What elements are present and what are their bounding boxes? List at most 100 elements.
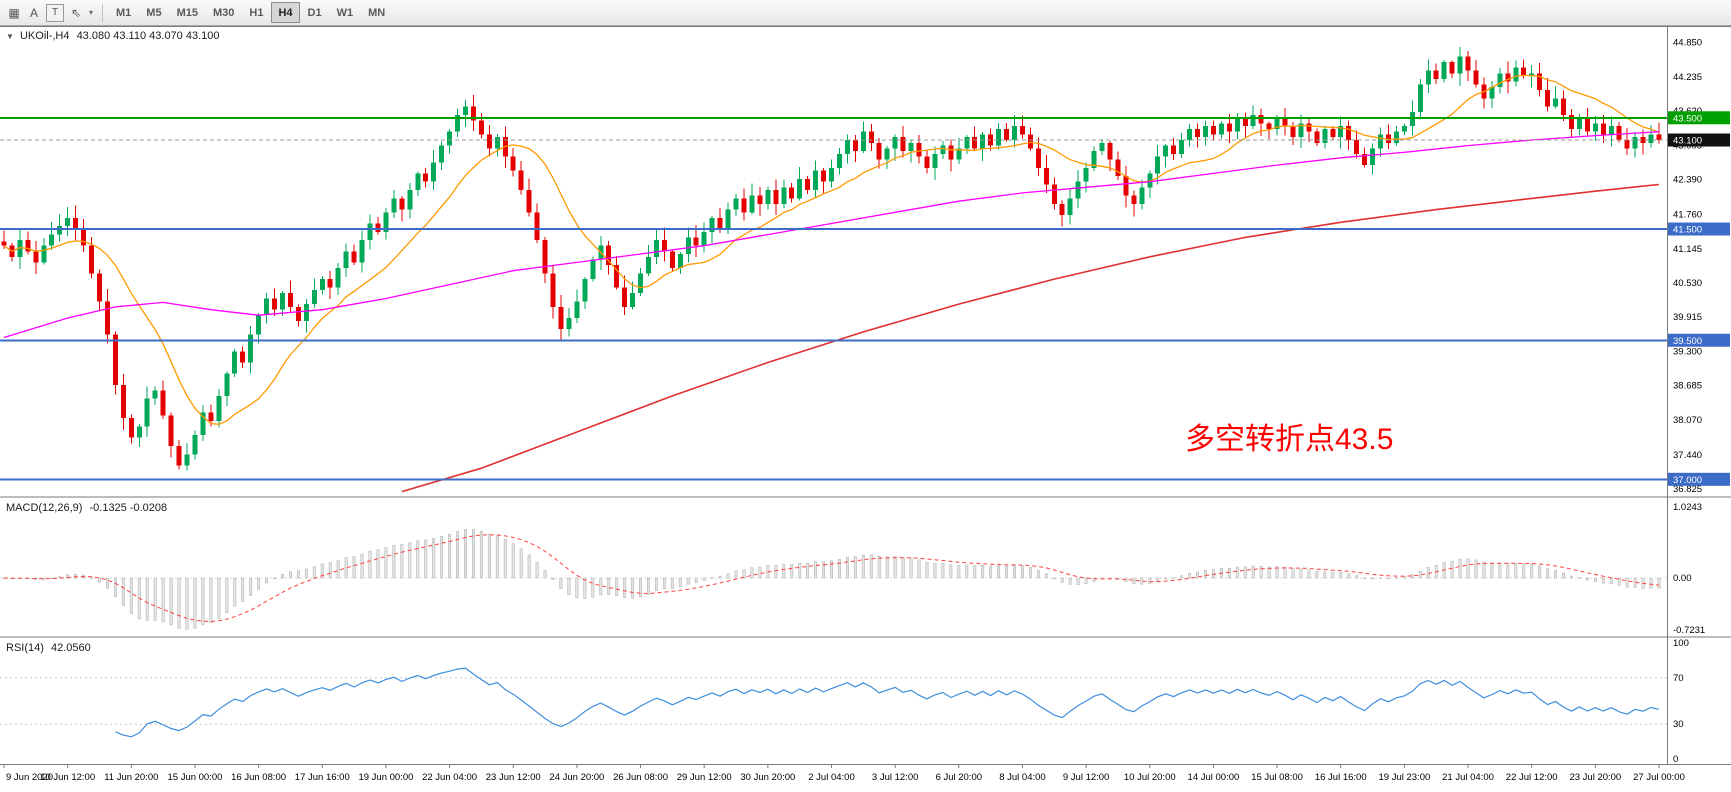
- chart-canvas[interactable]: 1.0243 0.00 -0.7231 100 70 30 0 44.850 44.235 43.…: [0, 26, 1731, 792]
- rsi-value: 42.0560: [50, 642, 91, 654]
- svg-text:37.000: 37.000: [1673, 475, 1702, 486]
- price-tag-41.500: [1668, 222, 1730, 236]
- rsi-title: RSI(14): [6, 642, 44, 654]
- timeframe-button-m15[interactable]: M15: [176, 6, 198, 19]
- price-tag-43.500: [1668, 111, 1730, 125]
- price-axis-layer: 44.85044.23543.62043.00542.39041.76041.1…: [1673, 38, 1702, 495]
- rsi-header: RSI(14) 42.0560: [6, 642, 91, 654]
- cursor-tool-icon[interactable]: ⇖: [70, 5, 82, 20]
- svg-text:39.500: 39.500: [1673, 336, 1702, 347]
- time-axis-label: 23 Jul 20:00: [1569, 772, 1621, 783]
- svg-text:43.500: 43.500: [1673, 113, 1702, 124]
- text-box-tool-icon[interactable]: T: [46, 3, 64, 22]
- ma-fast-line: [3, 74, 1660, 425]
- svg-text:39.915: 39.915: [1673, 312, 1702, 323]
- top-toolbar: ▦ A T ⇖ ▾ M1 M5 M15 M30 H1 H4 D1 W1 MN: [0, 0, 1731, 26]
- svg-text:38.070: 38.070: [1673, 415, 1702, 426]
- candles-layer: [1, 47, 1662, 471]
- time-axis-label: 16 Jul 16:00: [1315, 772, 1367, 783]
- time-axis-label: 16 Jun 08:00: [231, 772, 286, 783]
- time-axis-label: 11 Jun 20:00: [104, 772, 158, 783]
- timeframe-button-m30[interactable]: M30: [212, 6, 235, 19]
- collapse-triangle-icon[interactable]: ▼: [6, 32, 14, 41]
- time-axis-label: 21 Jul 04:00: [1442, 772, 1494, 783]
- svg-text:40.530: 40.530: [1673, 278, 1702, 289]
- time-axis-label: 9 Jul 12:00: [1063, 772, 1109, 783]
- time-axis-label: 24 Jun 20:00: [549, 772, 604, 783]
- svg-text:37.440: 37.440: [1673, 450, 1702, 461]
- timeframe-button-m5[interactable]: M5: [146, 6, 162, 19]
- time-axis-label: 27 Jul 00:00: [1633, 772, 1685, 783]
- current-price-tag: [1668, 133, 1730, 147]
- ma-slow-line: [401, 183, 1660, 493]
- time-axis-label: 19 Jun 00:00: [358, 772, 413, 783]
- ohlc-values: 43.080 43.110 43.070 43.100: [76, 30, 220, 42]
- rsi-panel-layer: 100 70 30 0: [0, 638, 1689, 765]
- dropdown-chevron-icon[interactable]: ▾: [88, 8, 93, 17]
- timeframe-button-mn[interactable]: MN: [368, 6, 386, 19]
- price-tags-layer: 43.500 41.500 39.500 37.000 43.100: [1668, 111, 1730, 486]
- timeframe-buttons-group: M1 M5 M15 M30 H1 H4 D1 W1 MN: [109, 2, 392, 23]
- svg-text:1.0243: 1.0243: [1673, 502, 1702, 513]
- time-axis-label: 10 Jun 12:00: [40, 772, 95, 783]
- time-axis-label: 15 Jun 00:00: [167, 772, 222, 783]
- svg-text:44.235: 44.235: [1673, 72, 1702, 83]
- svg-text:41.145: 41.145: [1673, 244, 1702, 255]
- macd-panel-layer: 1.0243 0.00 -0.7231: [0, 502, 1705, 636]
- svg-text:36.825: 36.825: [1673, 484, 1702, 495]
- time-axis-label: 3 Jul 12:00: [872, 772, 918, 783]
- time-axis-label: 29 Jun 12:00: [677, 772, 732, 783]
- macd-header: MACD(12,26,9) -0.1325 -0.0208: [6, 502, 167, 514]
- time-axis-label: 14 Jul 00:00: [1188, 772, 1240, 783]
- timeframe-button-m1[interactable]: M1: [116, 6, 132, 19]
- time-axis-label: 2 Jul 04:00: [808, 772, 854, 783]
- toolbar-icons-group: ▦ A T ⇖ ▾: [4, 3, 96, 23]
- svg-text:39.300: 39.300: [1673, 346, 1702, 357]
- time-axis-label: 23 Jun 12:00: [486, 772, 541, 783]
- chart-area[interactable]: 1.0243 0.00 -0.7231 100 70 30 0 44.850 44.235 43.…: [0, 26, 1731, 792]
- timeframe-button-h4[interactable]: H4: [271, 2, 300, 23]
- time-axis-label: 9 Jun 2020: [6, 772, 53, 783]
- timeframe-button-h1[interactable]: H1: [249, 6, 264, 19]
- time-axis-label: 15 Jul 08:00: [1251, 772, 1303, 783]
- time-axis-label: 8 Jul 04:00: [999, 772, 1045, 783]
- svg-text:38.685: 38.685: [1673, 381, 1702, 392]
- time-axis-label: 22 Jun 04:00: [422, 772, 477, 783]
- time-axis-label: 22 Jul 12:00: [1506, 772, 1558, 783]
- svg-text:41.500: 41.500: [1673, 225, 1702, 236]
- chart-symbol-header: ▼ UKOil-,H4 43.080 43.110 43.070 43.100: [6, 30, 220, 42]
- svg-text:70: 70: [1673, 673, 1684, 684]
- price-tag-37.000: [1668, 472, 1730, 486]
- symbol-period-label: UKOil-,H4: [19, 30, 70, 42]
- panel-borders: [0, 26, 1731, 764]
- time-axis-label: 10 Jul 20:00: [1124, 772, 1176, 783]
- svg-text:43.100: 43.100: [1673, 136, 1702, 147]
- time-axis-label: 19 Jul 23:00: [1379, 772, 1431, 783]
- time-axis-label: 26 Jun 08:00: [613, 772, 668, 783]
- macd-values: -0.1325 -0.0208: [89, 502, 168, 514]
- rsi-line: [115, 667, 1660, 738]
- macd-signal-line: [3, 534, 1660, 623]
- text-a-tool-icon[interactable]: A: [29, 5, 38, 20]
- svg-text:41.760: 41.760: [1673, 210, 1702, 221]
- price-tag-39.500: [1668, 333, 1730, 347]
- svg-text:30: 30: [1673, 719, 1684, 730]
- hlines-layer[interactable]: [0, 116, 1667, 481]
- timeframe-button-d1[interactable]: D1: [307, 6, 322, 19]
- svg-text:-0.7231: -0.7231: [1673, 625, 1705, 636]
- time-axis-label: 17 Jun 16:00: [295, 772, 350, 783]
- svg-text:100: 100: [1673, 638, 1689, 649]
- macd-title: MACD(12,26,9): [6, 502, 83, 514]
- svg-text:0.00: 0.00: [1673, 573, 1692, 584]
- tile-windows-icon[interactable]: ▦: [8, 5, 20, 20]
- toolbar-separator: [102, 3, 103, 22]
- time-axis-label: 6 Jul 20:00: [936, 772, 982, 783]
- svg-text:0: 0: [1673, 754, 1678, 765]
- time-axis-label: 30 Jun 20:00: [740, 772, 795, 783]
- svg-text:42.390: 42.390: [1673, 175, 1702, 186]
- timeframe-button-w1[interactable]: W1: [336, 6, 354, 19]
- ma-lines-layer: [3, 74, 1660, 493]
- chart-annotation-text: 多空转折点43.5: [1185, 423, 1394, 456]
